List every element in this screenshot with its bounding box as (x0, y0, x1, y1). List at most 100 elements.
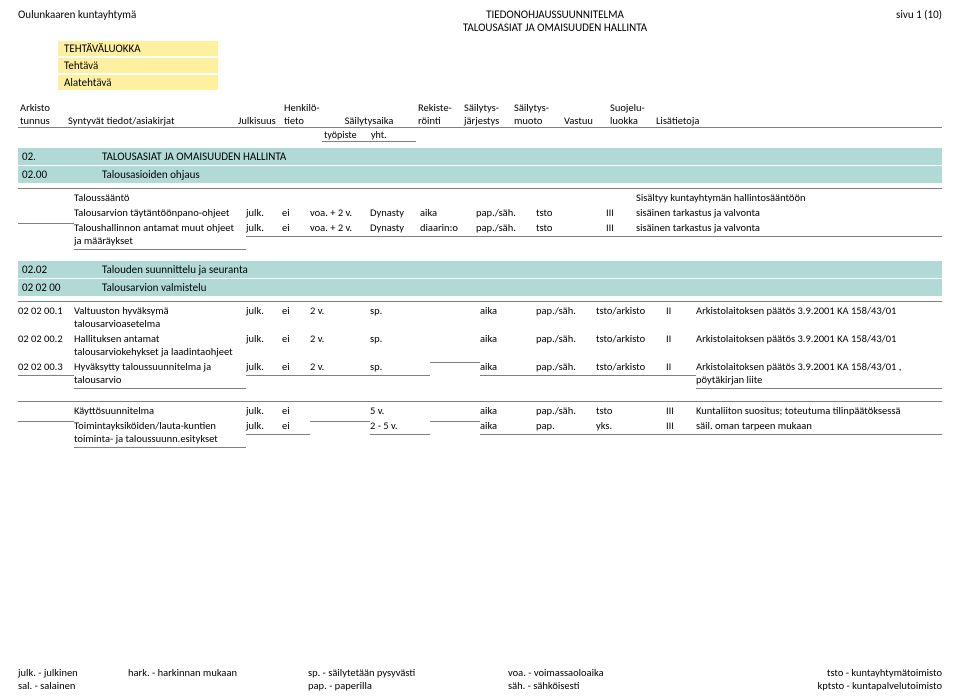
row-cell: voa. + 2 v. (310, 206, 370, 219)
col-arkisto1: Arkisto (18, 101, 66, 114)
table-row: Taloussääntö Sisältyy kuntayhtymän hallin… (18, 187, 942, 205)
legend-cell: sal. - salainen (18, 679, 128, 692)
row-desc: Käyttösuunnitelma (74, 401, 246, 417)
legend-cell (128, 679, 308, 692)
row-cell: aika (480, 419, 536, 435)
legend-cell: voa. - voimassaoloaika (508, 666, 678, 679)
row-code: 02 02 00.3 (18, 360, 74, 376)
row-desc: Taloushallinnon antamat muut ohjeet ja m… (74, 221, 246, 250)
row-cell: pap./säh. (476, 221, 536, 237)
legend-cell: hark. - harkinnan mukaan (128, 666, 308, 679)
row-cell: ei (282, 419, 310, 435)
row-cell: diaarin:o (420, 221, 476, 237)
section-code: 02. (22, 150, 102, 163)
row-cell (536, 188, 606, 191)
row-cell: yks. (596, 419, 666, 435)
row-cell (310, 401, 370, 404)
section-group-1: 02. TALOUSASIAT JA OMAISUUDEN HALLINTA 0… (18, 148, 942, 183)
section-title: Talouden suunnittelu ja seuranta (102, 263, 938, 276)
row-cell (310, 419, 370, 422)
row-cell (310, 188, 370, 191)
legend-cell: tsto - kuntayhtymätoimisto (678, 666, 942, 679)
row-cell: 2 - 5 v. (370, 419, 430, 435)
table-row: Talousarvion täytäntöönpano-ohjeetjulk.e… (18, 205, 942, 220)
row-desc: Taloussääntö (74, 188, 246, 204)
row-code (18, 221, 74, 224)
row-cell: pap./säh. (536, 301, 596, 317)
row-cell: tsto/arkisto (596, 360, 666, 376)
row-cell (282, 188, 310, 191)
row-cell: pap./säh. (536, 332, 596, 345)
col-vastuu: Vastuu (562, 114, 608, 128)
section-code: 02.00 (22, 168, 102, 181)
col-rek2: röinti (416, 114, 462, 128)
table-row: 02 02 00.2Hallituksen antamat talousarvi… (18, 331, 942, 359)
row-cell: III (666, 419, 696, 435)
row-cell: tsto/arkisto (596, 332, 666, 345)
row-cell: sp. (370, 301, 430, 317)
row-code (18, 419, 74, 422)
table-row: Käyttösuunnitelmajulk.ei5 v.aikapap./säh… (18, 400, 942, 418)
row-cell: ei (282, 360, 310, 376)
table-row: Taloushallinnon antamat muut ohjeet ja m… (18, 220, 942, 251)
table-row: Toimintayksiköiden/lauta-kuntien toimint… (18, 418, 942, 449)
row-cell: julk. (246, 419, 282, 435)
row-cell: säil. oman tarpeen mukaan (696, 419, 942, 435)
row-cell: Arkistolaitoksen päätös 3.9.2001 KA 158/… (696, 301, 942, 317)
row-cell: pap./säh. (536, 360, 596, 376)
row-cell: sp. (370, 360, 430, 376)
row-code (18, 401, 74, 404)
row-cell: ei (282, 301, 310, 317)
legend-cell: sp. - säilytetään pysyvästi (308, 666, 508, 679)
row-cell: ei (282, 221, 310, 237)
row-cell: tsto (596, 401, 666, 417)
row-cell: Sisältyy kuntayhtymän hallintosääntöön (636, 188, 942, 204)
col-henkilo1: Henkilö- (282, 101, 322, 114)
row-cell: 2 v. (310, 301, 370, 317)
classification-block: TEHTÄVÄLUOKKA Tehtävä Alatehtävä (58, 40, 942, 91)
col-arkisto2: tunnus (18, 114, 66, 128)
col-sailytysaika: Säilytysaika (322, 114, 416, 128)
legend-cell: pap. - paperilla (308, 679, 508, 692)
row-cell: pap./säh. (476, 206, 536, 219)
col-suo1: Suojelu- (608, 101, 654, 114)
data-block-3: Käyttösuunnitelmajulk.ei5 v.aikapap./säh… (18, 400, 942, 449)
row-cell (430, 419, 480, 422)
row-cell (606, 188, 636, 191)
row-cell: II (666, 301, 696, 317)
row-cell: Arkistolaitoksen päätös 3.9.2001 KA 158/… (696, 332, 942, 345)
row-cell: 2 v. (310, 360, 370, 376)
table-row: 02 02 00.1Valtuuston hyväksymä talousarv… (18, 300, 942, 331)
col-rek1: Rekiste- (416, 101, 462, 114)
row-cell (476, 188, 536, 191)
row-cell: Dynasty (370, 206, 420, 219)
row-cell: aika (480, 332, 536, 345)
row-cell: tsto (536, 221, 606, 237)
class-level-1: TEHTÄVÄLUOKKA (58, 41, 218, 56)
col-sj2: järjestys (462, 114, 512, 128)
section-row: 02. TALOUSASIAT JA OMAISUUDEN HALLINTA (18, 148, 942, 165)
row-cell: pap./säh. (536, 401, 596, 417)
legend-cell: julk. - julkinen (18, 666, 128, 679)
column-headers: Arkisto Henkilö- Rekiste- Säilytys- Säil… (18, 101, 942, 142)
section-row: 02.00 Talousasioiden ohjaus (18, 166, 942, 183)
row-cell: 2 v. (310, 332, 370, 345)
section-group-2: 02.02 Talouden suunnittelu ja seuranta 0… (18, 261, 942, 296)
section-row: 02 02 00 Talousarvion valmistelu (18, 279, 942, 296)
row-cell: ei (282, 332, 310, 345)
row-cell: Arkistolaitoksen päätös 3.9.2001 KA 158/… (696, 360, 942, 389)
row-code: 02 02 00.1 (18, 301, 74, 317)
row-cell: julk. (246, 221, 282, 237)
section-code: 02 02 00 (22, 281, 102, 294)
row-cell: ei (282, 206, 310, 219)
section-code: 02.02 (22, 263, 102, 276)
row-cell: ei (282, 401, 310, 417)
legend-row: julk. - julkinen hark. - harkinnan mukaa… (18, 666, 942, 679)
col-tyopiste: työpiste (322, 128, 369, 142)
col-julkisuus: Julkisuus (236, 114, 282, 128)
col-suo2: luokka (608, 114, 654, 128)
row-cell: aika (480, 301, 536, 317)
legend-row: sal. - salainen pap. - paperilla säh. - … (18, 679, 942, 692)
table-row: 02 02 00.3Hyväksytty taloussuunnitelma j… (18, 359, 942, 390)
col-sm1: Säilytys- (512, 101, 562, 114)
